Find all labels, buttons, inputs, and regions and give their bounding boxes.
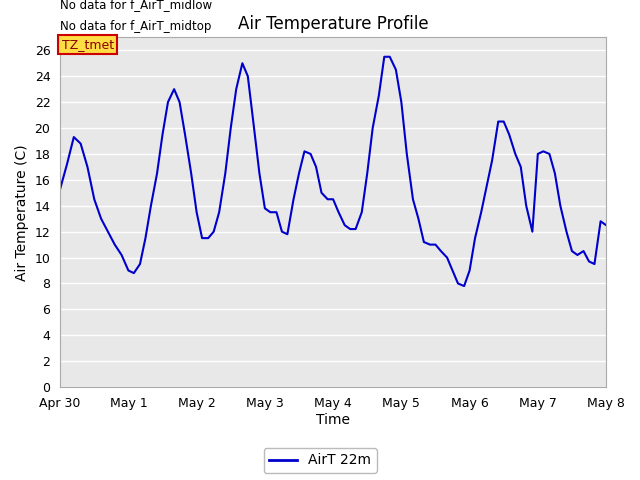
Y-axis label: Air Temperature (C): Air Temperature (C) (15, 144, 29, 280)
Text: No data for f_AirT_midlow: No data for f_AirT_midlow (60, 0, 212, 11)
Legend: AirT 22m: AirT 22m (264, 448, 376, 473)
Title: Air Temperature Profile: Air Temperature Profile (238, 15, 428, 33)
Text: No data for f_AirT_midtop: No data for f_AirT_midtop (60, 20, 212, 33)
Text: TZ_tmet: TZ_tmet (61, 38, 114, 51)
X-axis label: Time: Time (316, 413, 350, 427)
